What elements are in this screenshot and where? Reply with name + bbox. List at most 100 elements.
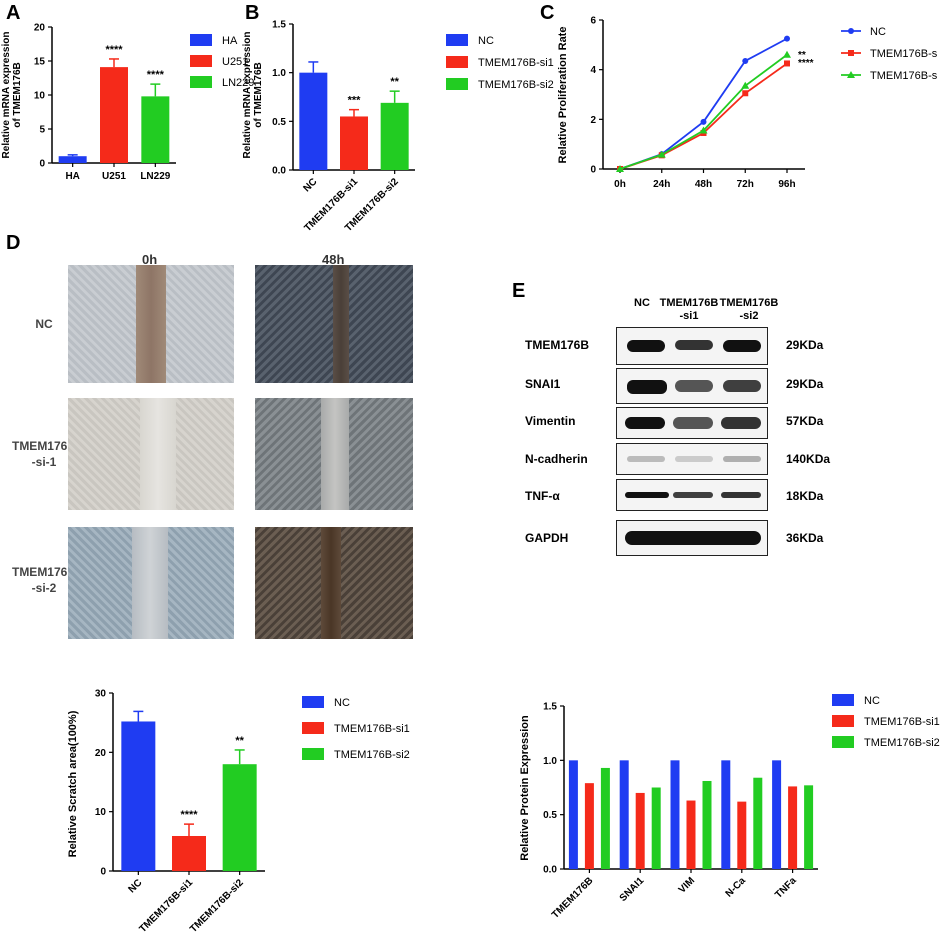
chart-b-bar-1 [340, 116, 368, 170]
panel-letter-d: D [6, 232, 21, 254]
chart-d-xtick-label-0: NC [126, 877, 144, 895]
chart-e-bar-1-3 [737, 801, 747, 869]
chart-a-sig-1: **** [105, 44, 123, 56]
chart-e-bar-1-4 [788, 786, 798, 869]
chart-d-ytick-label-1: 10 [95, 807, 107, 818]
scratch-photo-nc-48h [255, 265, 413, 383]
wb-kda-ncadherin: 140KDa [786, 452, 831, 466]
wb-col-head-si1: TMEM176B -si1 [659, 297, 719, 323]
chart-c-xtick-label-0: 0h [614, 179, 626, 190]
chart-c-point-0-3 [742, 57, 749, 64]
chart-b-legend-swatch-0 [446, 34, 468, 46]
chart-e-bar-0-4 [772, 760, 782, 869]
chart-c-point-0-2 [700, 118, 707, 125]
chart-e-legend-swatch-2 [832, 736, 854, 748]
chart-b-ytick-label-0: 0.0 [272, 166, 286, 177]
chart-e-ytick-label-1: 0.5 [543, 810, 557, 821]
chart-a-xtick-label-1: U251 [102, 171, 126, 182]
chart-e-bar-1-0 [584, 783, 594, 869]
chart-a-ytick-label-3: 15 [34, 57, 46, 68]
chart-b-ytick-label-1: 0.5 [272, 117, 286, 128]
chart-c-point-2-1 [657, 150, 666, 158]
chart-e-bar-2-1 [651, 787, 661, 869]
chart-e-ylabel: Relative Protein Expression [519, 715, 531, 861]
chart-e-xtick-label-3: N-Ca [724, 875, 749, 900]
scratch-photo-si2-48h [255, 527, 413, 639]
chart-d-ylabel: Relative Scratch area(100%) [67, 710, 79, 857]
chart-a-bar-2 [141, 96, 170, 163]
chart-c-ytick-label-1: 2 [590, 115, 596, 126]
chart-c-ytick-label-3: 6 [590, 16, 596, 27]
chart-c-point-0-4 [784, 35, 790, 42]
chart-b-bar-2 [380, 102, 409, 170]
chart-c-point-2-4 [783, 50, 791, 58]
chart-e-ytick-label-0: 0.0 [543, 865, 557, 876]
chart-a-ytick-label-2: 10 [34, 91, 46, 102]
wb-blot-tnfa [616, 479, 768, 511]
chart-c-xtick-label-3: 72h [737, 179, 754, 190]
chart-a-legend-label-0: HA [222, 35, 238, 47]
chart-b-legend-label-0: NC [478, 35, 494, 47]
chart-a-bar-1 [100, 67, 128, 163]
chart-c-legend-marker-2 [847, 71, 855, 78]
scratch-photo-si1-0h [68, 398, 234, 510]
chart-d-legend-label-2: TMEM176B-si2 [334, 749, 410, 761]
chart-d-xtick-label-2: TMEM176B-si2 [188, 877, 246, 935]
chart-d-legend-label-0: NC [334, 697, 350, 709]
chart-e-legend-label-0: NC [864, 695, 880, 707]
chart-b-legend-swatch-1 [446, 56, 468, 68]
chart-b-sig-2: ** [390, 76, 399, 88]
chart-a-xtick-label-2: LN229 [140, 171, 170, 182]
panel-letter-e: E [512, 280, 526, 302]
chart-c-legend-label-2: TMEM176B-s [870, 70, 938, 82]
chart-c-series-line-0 [619, 37, 788, 170]
chart-c-series-line-1 [619, 62, 788, 170]
wb-blot-snai1 [616, 368, 768, 404]
wb-label-ncadherin: N-cadherin [525, 452, 588, 466]
chart-e-bar-0-0 [568, 760, 578, 869]
chart-e-bar-1-2 [686, 800, 696, 869]
chart-e-xtick-label-2: VIM [677, 875, 697, 895]
chart-b-ylabel-line-1: of TMEM176B [253, 62, 264, 128]
chart-b-bar-0 [299, 72, 328, 170]
wb-kda-snai1: 29KDa [786, 377, 824, 391]
scratch-col-head-0h: 0h [142, 252, 158, 267]
chart-e-bar-2-3 [753, 777, 763, 869]
chart-e-bar-0-2 [670, 760, 680, 869]
wb-col-head-si2: TMEM176B -si2 [719, 297, 779, 323]
panel-letter-a: A [6, 2, 21, 24]
chart-a-ylabel-line-1: of TMEM176B [12, 62, 23, 128]
wb-kda-tmem176b: 29KDa [786, 338, 824, 352]
chart-e-bar-2-4 [804, 785, 814, 869]
wb-blot-gapdh [616, 520, 768, 556]
chart-c-point-1-4 [784, 60, 790, 67]
chart-a-ytick-label-0: 0 [39, 159, 45, 170]
chart-b-xtick-label-0: NC [301, 176, 319, 194]
chart-c-ytick-label-0: 0 [590, 165, 596, 176]
chart-d-xtick-label-1: TMEM176B-si1 [137, 877, 195, 935]
chart-a-legend-label-2: LN229 [222, 77, 254, 89]
chart-d-bar-1 [172, 835, 206, 871]
chart-a-ylabel-line-0: Relative mRNA expression [1, 32, 12, 159]
chart-d-legend-label-1: TMEM176B-si1 [334, 723, 410, 735]
chart-a-sig-2: **** [147, 69, 165, 81]
chart-e-bar-0-3 [721, 760, 731, 869]
chart-c-ylabel: Relative Proliferation Rate [557, 27, 569, 164]
chart-d-legend-swatch-1 [302, 722, 324, 734]
chart-a-legend-label-1: U251 [222, 56, 248, 68]
panel-letter-c: C [540, 2, 555, 24]
chart-e-legend-label-2: TMEM176B-si2 [864, 737, 940, 749]
chart-d-ytick-label-0: 0 [100, 867, 106, 878]
chart-c-point-1-3 [742, 90, 749, 97]
wb-kda-tnfa: 18KDa [786, 489, 824, 503]
scratch-photo-si2-0h [68, 527, 234, 639]
wb-label-tnfa: TNF-α [525, 489, 560, 503]
wb-label-tmem176b: TMEM176B [525, 338, 590, 352]
chart-a-legend-swatch-2 [190, 76, 212, 88]
chart-b-ytick-label-2: 1.0 [272, 68, 286, 79]
chart-d-sig-2: ** [235, 735, 244, 747]
chart-c-legend-marker-1 [848, 50, 854, 56]
chart-d-bar-2 [222, 764, 257, 871]
chart-e-ytick-label-3: 1.5 [543, 702, 557, 713]
chart-a-ytick-label-4: 20 [34, 23, 46, 34]
